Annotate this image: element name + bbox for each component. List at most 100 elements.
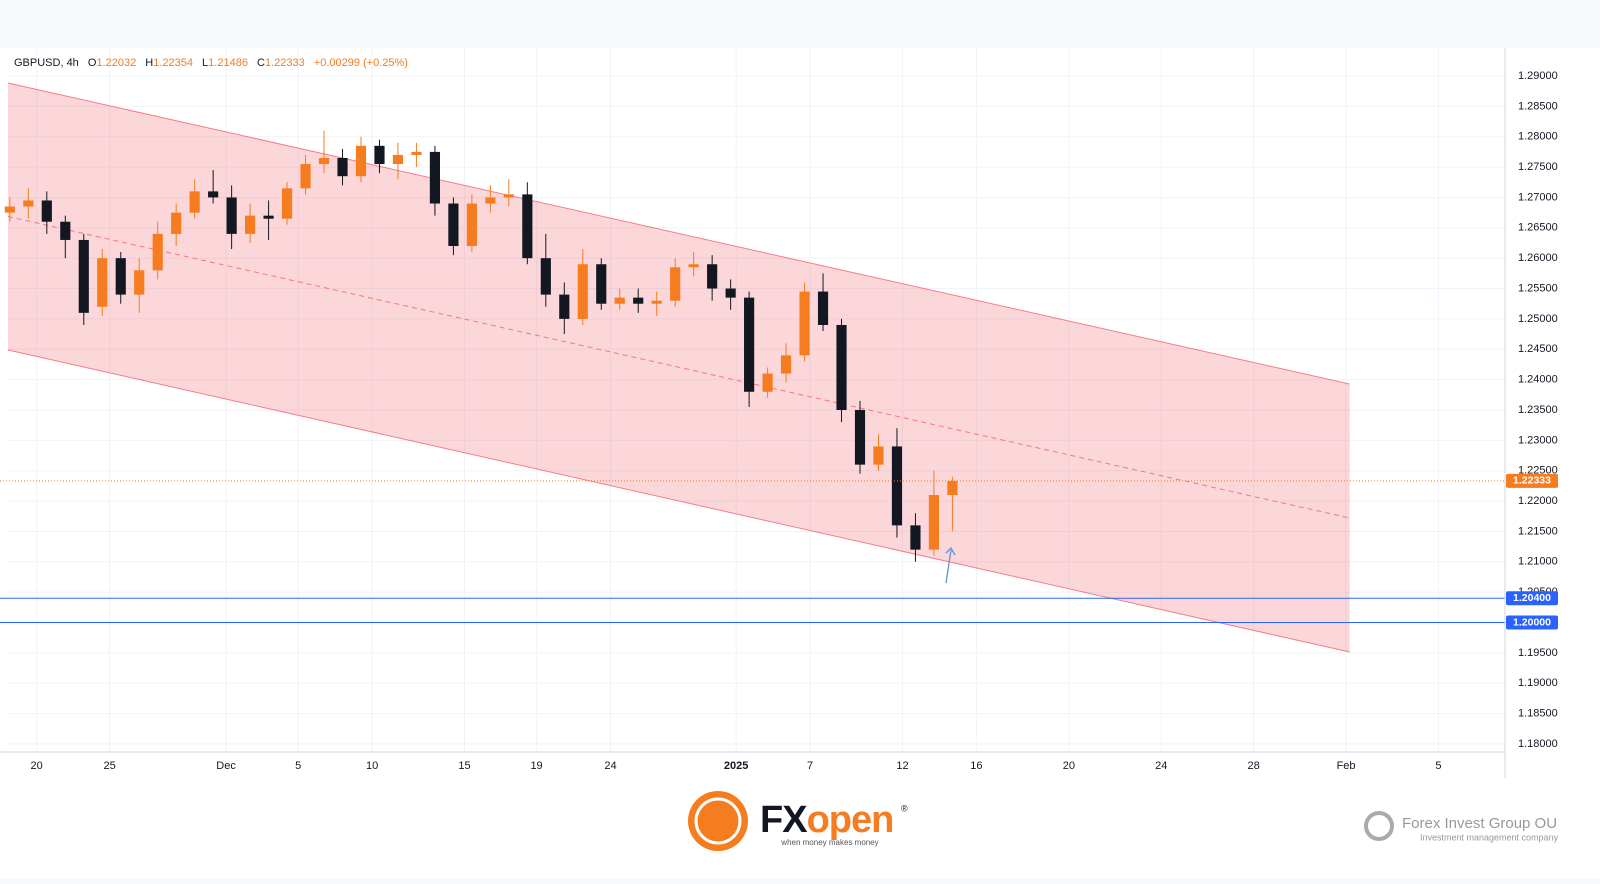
candle-body	[23, 200, 34, 207]
candle-body	[947, 481, 958, 496]
ohlc-value: 1.22354	[153, 57, 193, 69]
company-subtitle: Investment management company	[1420, 832, 1559, 842]
y-tick-label: 1.18000	[1518, 738, 1558, 750]
x-tick-label: 5	[1435, 760, 1441, 772]
ohlc-label: O	[88, 57, 97, 69]
tagline: when money makes money	[780, 838, 878, 847]
candle-body	[245, 215, 256, 234]
candle-body	[873, 446, 884, 465]
level-tag	[1506, 615, 1558, 630]
logo-open: open	[807, 799, 894, 841]
logo-icon-ring	[694, 797, 742, 845]
candle-body	[910, 525, 921, 550]
candle-body	[226, 197, 237, 234]
y-tick-label: 1.18500	[1518, 708, 1558, 720]
candle-body	[337, 157, 348, 177]
current-price-tag	[1506, 473, 1558, 488]
candle-body	[97, 258, 108, 307]
y-tick-label: 1.28500	[1518, 100, 1558, 112]
axes: 1.180001.185001.190001.195001.200001.205…	[31, 70, 1558, 772]
candle-body	[891, 446, 903, 526]
y-tick-label: 1.22500	[1518, 465, 1558, 477]
candle-body	[41, 200, 52, 222]
candle-body	[189, 191, 200, 213]
candle-body	[208, 191, 219, 198]
candle-body	[60, 221, 71, 240]
arrow	[945, 549, 952, 584]
y-tick-label: 1.26500	[1518, 222, 1558, 234]
x-tick-label: 24	[1155, 760, 1167, 772]
x-tick-label: 28	[1248, 760, 1260, 772]
candle-body	[429, 151, 441, 204]
candle-body	[318, 157, 330, 165]
channel-line	[7, 82, 1350, 385]
candle-body	[485, 197, 496, 204]
candle-body	[559, 294, 570, 319]
candle-body	[744, 297, 755, 392]
x-tick-label: 16	[970, 760, 982, 772]
candle-body	[392, 154, 404, 165]
x-tick-label: Dec	[216, 760, 236, 772]
y-tick-label: 1.23000	[1518, 434, 1558, 446]
candle-body	[300, 164, 311, 189]
candle-body	[355, 145, 367, 177]
arrow-head	[945, 546, 956, 556]
change: +0.00299 (+0.25%)	[314, 57, 408, 69]
candle-body	[134, 270, 145, 295]
candle-body	[780, 355, 792, 374]
y-tick-label: 1.26000	[1518, 252, 1558, 264]
y-tick-label: 1.27000	[1518, 191, 1558, 203]
y-tick-label: 1.22000	[1518, 495, 1558, 507]
level-label: 1.20400	[1513, 592, 1551, 604]
x-tick-label: 19	[530, 760, 542, 772]
x-tick-label: 15	[458, 760, 470, 772]
y-tick-label: 1.25000	[1518, 313, 1558, 325]
y-tick-label: 1.24000	[1518, 374, 1558, 386]
ohlc-label: H	[145, 57, 153, 69]
candle-body	[374, 145, 385, 165]
level-tag	[1506, 591, 1558, 606]
company-icon	[1364, 811, 1394, 841]
logo-text: FXopen	[760, 799, 893, 841]
y-tick-label: 1.27500	[1518, 161, 1558, 173]
x-tick-label: 5	[295, 760, 301, 772]
legend-header: GBPUSD, 4h O1.22032 H1.22354 L1.21486 C1…	[14, 57, 408, 69]
y-tick-label: 1.19500	[1518, 647, 1558, 659]
x-tick-label: 10	[366, 760, 378, 772]
ohlc-value: 1.21486	[208, 57, 248, 69]
grid	[8, 48, 1505, 752]
candle-body	[928, 495, 940, 550]
channel-line	[7, 349, 1350, 653]
ohlc-value: 1.22032	[96, 57, 136, 69]
candle-body	[817, 291, 829, 325]
ohlc-value: 1.22333	[265, 57, 305, 69]
candle-body	[762, 373, 773, 392]
company-name: Forex Invest Group OU	[1402, 815, 1557, 832]
x-tick-label: 24	[604, 760, 616, 772]
candle-body	[263, 215, 274, 219]
candle-body	[540, 258, 551, 295]
x-tick-label: 2025	[724, 760, 748, 772]
y-tick-label: 1.25500	[1518, 282, 1558, 294]
candle-body	[725, 288, 736, 298]
candle-body	[614, 297, 625, 304]
x-tick-label: 12	[896, 760, 908, 772]
footer-panel	[0, 780, 1600, 879]
candle-body	[707, 264, 718, 289]
x-tick-label: 25	[104, 760, 116, 772]
candle-body	[411, 151, 422, 155]
x-tick-label: 7	[807, 760, 813, 772]
x-tick-label: Feb	[1337, 760, 1356, 772]
candle-body	[4, 206, 15, 213]
candle-body	[78, 239, 89, 313]
y-tick-label: 1.23500	[1518, 404, 1558, 416]
candle-body	[152, 233, 163, 271]
y-tick-label: 1.21500	[1518, 525, 1558, 537]
symbol: GBPUSD, 4h	[14, 57, 79, 69]
registered: ®	[901, 803, 908, 813]
candle-body	[651, 300, 662, 304]
candle-body	[115, 258, 126, 295]
y-tick-label: 1.24500	[1518, 343, 1558, 355]
current-price-label: 1.22333	[1513, 475, 1551, 487]
